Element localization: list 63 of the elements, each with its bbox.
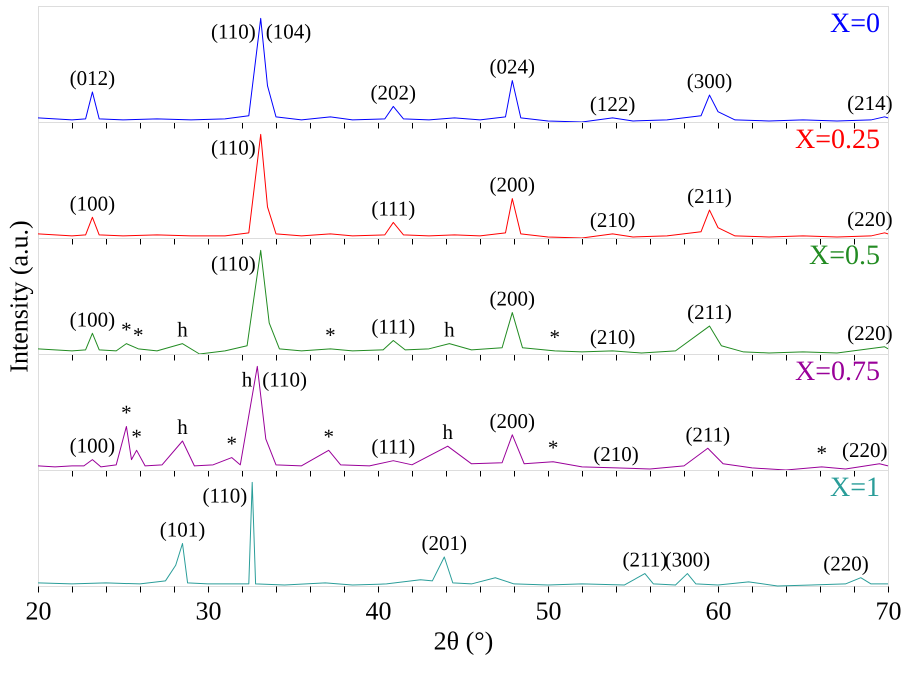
x-tick-label: 50: [536, 596, 562, 626]
annotation: (110): [210, 19, 256, 44]
annotation: (211): [687, 300, 732, 324]
x-tick-label: 60: [706, 596, 732, 626]
annotation: (220): [847, 206, 893, 231]
annotation: (211): [622, 548, 668, 572]
annotation: (111): [371, 434, 416, 459]
annotation: (111): [371, 196, 416, 220]
annotation: (202): [370, 80, 416, 104]
annotation: (200): [490, 286, 536, 311]
annotation: (210): [590, 324, 636, 349]
annotation: *: [121, 318, 132, 342]
annotation: (110): [202, 483, 248, 508]
x-tick-label: 30: [196, 596, 222, 626]
annotation: *: [133, 322, 144, 347]
annotation: (101): [160, 518, 206, 542]
annotation: (110): [210, 135, 256, 160]
annotation: (211): [685, 422, 730, 446]
text: X=0.75: [794, 356, 880, 387]
annotation: *: [325, 322, 336, 347]
annotation: h: [177, 415, 188, 439]
text: X=0.5: [808, 240, 880, 271]
annotation: (012): [70, 66, 116, 90]
annotation: h: [242, 367, 253, 392]
annotation: (214): [847, 90, 893, 115]
annotation: (200): [490, 172, 536, 197]
annotation: *: [121, 400, 132, 424]
annotation: (122): [590, 92, 636, 116]
text: X=0: [830, 8, 880, 39]
annotation: (220): [823, 552, 869, 576]
x-tick-label: 40: [366, 596, 392, 626]
x-axis-title: 2θ (°): [434, 626, 494, 656]
annotation: (210): [593, 442, 639, 466]
annotation: (300): [664, 548, 710, 572]
annotation: *: [816, 440, 827, 465]
annotation: *: [323, 424, 334, 448]
annotation: *: [550, 324, 560, 349]
annotation: (100): [70, 191, 116, 216]
annotation: (110): [262, 367, 308, 392]
annotation: (111): [371, 314, 416, 339]
annotation: (104): [266, 19, 312, 44]
annotation: h: [442, 420, 454, 444]
annotation: (220): [842, 438, 888, 462]
annotation: (210): [590, 208, 636, 232]
annotation: h: [177, 318, 188, 342]
annotation: (100): [70, 434, 116, 458]
annotation: (200): [490, 408, 536, 433]
x-tick-label: 20: [26, 596, 52, 626]
annotation: *: [226, 432, 238, 456]
annotation: (211): [687, 184, 732, 208]
annotation: (201): [422, 531, 468, 555]
x-tick-label: 70: [876, 596, 902, 626]
annotation: (300): [686, 69, 732, 94]
annotation: (110): [210, 251, 256, 276]
annotation: *: [548, 436, 558, 460]
annotation: (024): [490, 54, 536, 79]
text: X=1: [830, 472, 880, 503]
annotation: h: [444, 318, 456, 342]
annotation: (220): [847, 320, 893, 345]
y-axis-title: Intensity (a.u.): [4, 220, 34, 373]
text: X=0.25: [794, 124, 880, 155]
annotation: (100): [70, 307, 116, 332]
annotation: *: [131, 424, 142, 448]
